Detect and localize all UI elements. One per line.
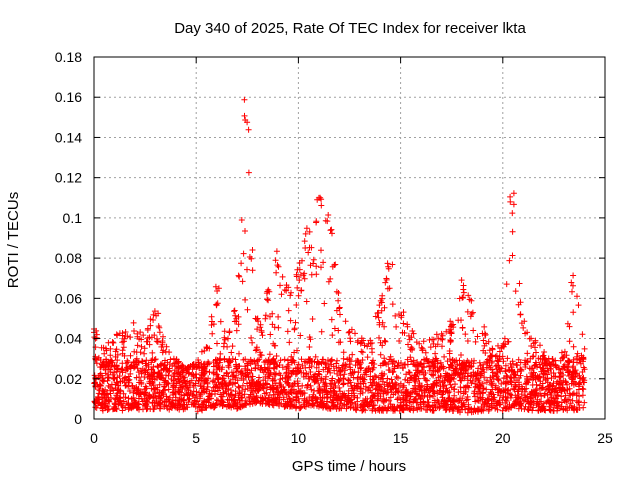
y-tick-label: 0.04 <box>55 331 82 347</box>
roti-series <box>91 96 588 416</box>
y-tick-label: 0 <box>74 411 82 427</box>
y-tick-label: 0.14 <box>55 129 82 145</box>
x-tick-label: 15 <box>393 430 409 446</box>
y-tick-label: 0.06 <box>55 290 82 306</box>
axis-tick-labels: 0 5 10 15 20 25 0 0.02 0.04 0.06 0.08 0.1 0.12 0.14 0.… <box>55 49 613 446</box>
y-tick-label: 0.02 <box>55 371 82 387</box>
plot-frame <box>93 56 606 420</box>
y-tick-label: 0.08 <box>55 250 82 266</box>
y-tick-label: 0.18 <box>55 49 82 65</box>
x-tick-label: 5 <box>192 430 200 446</box>
y-tick-label: 0.16 <box>55 89 82 105</box>
axis-ticks <box>93 56 606 420</box>
x-tick-label: 20 <box>495 430 511 446</box>
y-tick-label: 0.1 <box>63 210 83 226</box>
x-axis-label: GPS time / hours <box>292 458 406 475</box>
x-tick-label: 25 <box>597 430 613 446</box>
chart-title: Day 340 of 2025, Rate Of TEC Index for r… <box>174 20 526 37</box>
x-tick-label: 0 <box>90 430 98 446</box>
y-axis-label: ROTI / TECUs <box>5 192 22 288</box>
x-tick-label: 10 <box>291 430 307 446</box>
y-tick-label: 0.12 <box>55 170 82 186</box>
roti-data-points <box>91 96 588 416</box>
grid <box>94 57 605 419</box>
